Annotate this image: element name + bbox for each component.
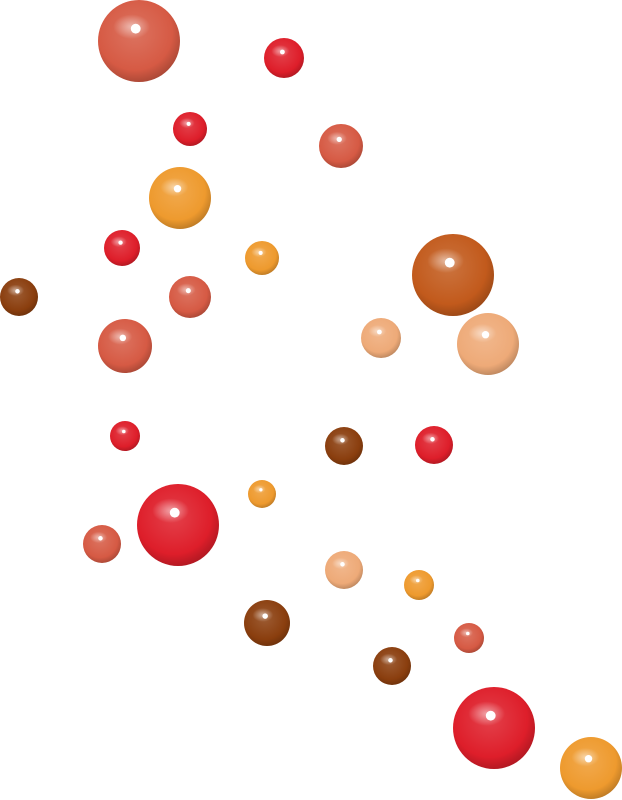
bubble-glint: [169, 507, 180, 518]
bubble-body: [404, 570, 434, 600]
bubble-orange: [245, 241, 279, 275]
bubble-glint: [444, 257, 455, 268]
bubble-body: [244, 600, 290, 646]
bubble-red: [110, 421, 140, 451]
bubble-body: [104, 230, 140, 266]
bubble-body: [0, 278, 38, 316]
bubble-glint: [388, 658, 393, 663]
bubble-body: [173, 112, 207, 146]
bubble-glint: [119, 334, 127, 342]
bubble-glint: [430, 437, 435, 442]
bubble-body: [264, 38, 304, 78]
bubble-brown: [325, 427, 363, 465]
bubble-red: [137, 484, 219, 566]
bubble-glint: [262, 613, 268, 619]
bubble-brown: [244, 600, 290, 646]
bubble-glint: [118, 240, 123, 245]
bubble-orange: [404, 570, 434, 600]
bubble-glint: [481, 330, 490, 339]
bubble-glint: [185, 288, 191, 294]
bubble-salmon: [98, 0, 180, 82]
bubble-glint: [336, 136, 342, 143]
bubble-brown: [373, 647, 411, 685]
bubble-red: [453, 687, 535, 769]
bubble-glint: [485, 710, 496, 721]
bubble-body: [149, 167, 211, 229]
bubble-body: [454, 623, 484, 653]
bubble-body: [361, 318, 401, 358]
bubble-body: [325, 427, 363, 465]
bubble-glint: [377, 329, 382, 335]
bubble-glint: [259, 488, 263, 492]
bubble-salmon: [83, 525, 121, 563]
bubble-peach: [325, 551, 363, 589]
bubble-glint: [416, 578, 420, 583]
bubble-body: [169, 276, 211, 318]
bubble-body: [415, 426, 453, 464]
bubble-glint: [340, 562, 345, 567]
bubble-glint: [98, 536, 103, 541]
bubble-glint: [466, 631, 470, 636]
bubble-glint: [340, 438, 345, 443]
bubble-glint: [122, 429, 126, 434]
bubble-glint: [130, 23, 141, 34]
bubble-orange: [560, 737, 622, 799]
bubble-body: [248, 480, 276, 508]
bubble-glint: [15, 289, 20, 294]
bubble-peach: [361, 318, 401, 358]
bubble-body: [137, 484, 219, 566]
bubble-red: [415, 426, 453, 464]
bubble-orange: [149, 167, 211, 229]
bubble-salmon: [98, 319, 152, 373]
bubble-glint: [280, 49, 285, 55]
bubble-body: [453, 687, 535, 769]
bubble-rust: [412, 234, 494, 316]
bubble-salmon: [454, 623, 484, 653]
bubble-body: [412, 234, 494, 316]
bubble-red: [173, 112, 207, 146]
bubble-body: [98, 319, 152, 373]
bubble-body: [373, 647, 411, 685]
bubble-body: [98, 0, 180, 82]
bubble-body: [560, 737, 622, 799]
bubble-brown: [0, 278, 38, 316]
bubble-glint: [173, 184, 182, 193]
bubble-glint: [186, 121, 191, 126]
bubble-glint: [258, 250, 263, 255]
bubble-body: [457, 313, 519, 375]
bubble-body: [319, 124, 363, 168]
bubble-body: [325, 551, 363, 589]
bubble-salmon: [169, 276, 211, 318]
bubble-peach: [457, 313, 519, 375]
bubble-red: [264, 38, 304, 78]
bubble-body: [245, 241, 279, 275]
bubble-glint: [584, 754, 593, 763]
bubble-orange: [248, 480, 276, 508]
bubble-red: [104, 230, 140, 266]
bubble-body: [110, 421, 140, 451]
bubble-salmon: [319, 124, 363, 168]
bubble-body: [83, 525, 121, 563]
